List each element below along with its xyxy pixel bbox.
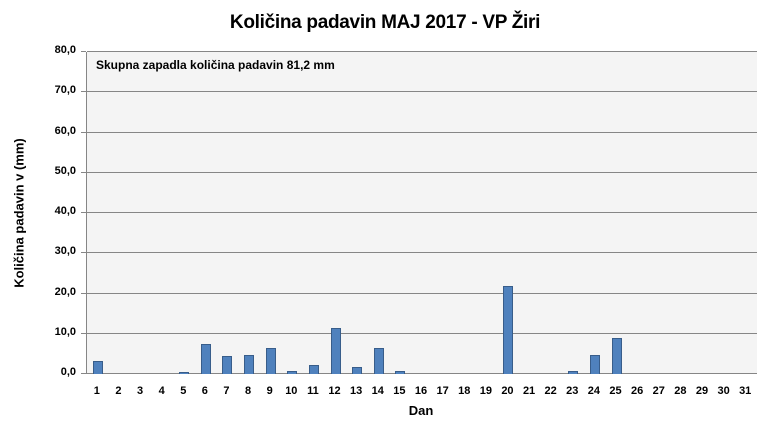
bar-day-14: [373, 348, 384, 374]
x-tick-label: 2: [115, 385, 122, 397]
x-tick-label: 19: [479, 385, 492, 397]
y-tick-label: 70,0: [54, 84, 76, 97]
y-tick-label: 0,0: [60, 366, 76, 378]
gridline: [87, 131, 757, 133]
x-tick-label: 22: [544, 385, 557, 397]
y-tick-label: 80,0: [54, 44, 76, 56]
bar-day-20: [503, 285, 514, 374]
x-tick-label: 23: [566, 385, 579, 397]
y-tick-mark: [81, 373, 86, 374]
x-tick-label: 16: [414, 385, 428, 397]
gridline: [87, 252, 757, 254]
x-tick-label: 27: [652, 385, 665, 397]
bar-day-5: [179, 372, 190, 374]
x-tick-label: 28: [674, 385, 687, 397]
bar-day-15: [395, 371, 406, 374]
gridline: [87, 171, 757, 173]
y-tick-mark: [81, 131, 86, 133]
x-axis-label: Dan: [408, 403, 434, 418]
gridline: [87, 212, 757, 213]
x-tick-label: 21: [522, 385, 536, 397]
x-tick-label: 29: [695, 385, 709, 397]
x-tick-label: 1: [93, 385, 100, 397]
chart-title: Količina padavin MAJ 2017 - VP Žiri: [229, 12, 541, 33]
x-tick-label: 13: [350, 385, 363, 397]
bar-day-25: [611, 337, 622, 374]
y-tick-label: 10,0: [54, 325, 76, 338]
bar-day-24: [589, 355, 600, 374]
bar-day-1: [92, 361, 103, 374]
x-tick-label: 5: [180, 385, 187, 397]
x-tick-label: 26: [631, 385, 644, 397]
x-tick-label: 10: [285, 385, 298, 397]
x-tick-label: 25: [609, 385, 622, 397]
y-tick-mark: [81, 292, 86, 294]
y-tick-label: 40,0: [54, 205, 76, 217]
gridline: [87, 51, 757, 52]
gridline: [87, 373, 757, 374]
y-tick-mark: [81, 51, 86, 52]
y-tick-label: 30,0: [54, 245, 76, 258]
y-tick-label: 60,0: [54, 124, 76, 137]
plot-area: [86, 51, 757, 374]
total-annotation: Skupna zapadla količina padavin 81,2 mm: [96, 58, 335, 72]
x-tick-label: 7: [223, 385, 230, 397]
x-tick-label: 3: [136, 385, 144, 397]
bar-day-7: [222, 356, 233, 374]
y-tick-mark: [81, 171, 86, 173]
gridline: [87, 292, 757, 294]
x-tick-label: 8: [245, 385, 252, 397]
bar-day-8: [244, 355, 255, 374]
x-tick-label: 12: [328, 385, 341, 397]
bar-day-13: [352, 366, 363, 374]
x-tick-label: 15: [393, 385, 406, 397]
x-tick-label: 14: [371, 385, 384, 397]
y-tick-mark: [81, 252, 86, 254]
y-tick-mark: [81, 91, 86, 93]
bar-day-6: [200, 344, 211, 374]
gridline: [87, 332, 757, 334]
x-tick-label: 20: [501, 385, 514, 397]
y-tick-label: 50,0: [54, 164, 76, 177]
x-tick-label: 4: [158, 385, 165, 397]
x-tick-label: 24: [587, 385, 601, 397]
x-tick-label: 17: [436, 385, 449, 397]
bar-day-12: [330, 328, 341, 374]
y-tick-mark: [81, 212, 86, 213]
bar-day-10: [287, 371, 298, 374]
x-tick-label: 11: [307, 385, 319, 397]
gridline: [87, 91, 757, 93]
y-tick-label: 20,0: [54, 285, 76, 298]
bar-day-11: [308, 364, 319, 374]
x-tick-label: 30: [717, 385, 730, 397]
x-tick-label: 9: [266, 385, 273, 397]
y-tick-mark: [81, 332, 86, 334]
bar-day-23: [568, 371, 579, 374]
bar-day-9: [265, 348, 276, 374]
x-tick-label: 6: [201, 385, 208, 397]
x-tick-label: 18: [458, 385, 471, 397]
x-tick-label: 31: [739, 385, 752, 397]
